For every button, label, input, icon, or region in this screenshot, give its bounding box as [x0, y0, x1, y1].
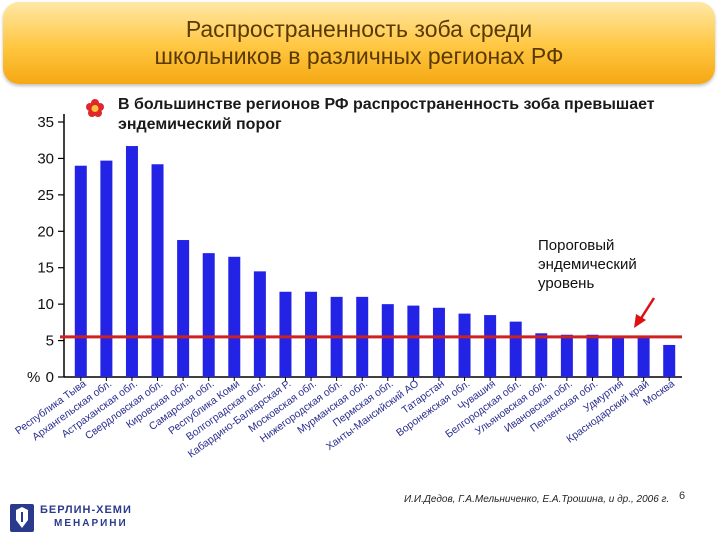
y-tick-label: 35	[37, 114, 54, 131]
bar	[100, 160, 113, 377]
bar	[637, 336, 650, 377]
title-line-2: школьников в различных регионах РФ	[154, 43, 564, 69]
bar	[74, 165, 87, 377]
y-tick-label: 30	[37, 150, 54, 167]
threshold-arrow-shaft	[638, 297, 656, 321]
bar	[305, 291, 318, 377]
bar	[177, 240, 190, 377]
page-number: 6	[679, 490, 686, 502]
y-tick-label: 5	[46, 333, 54, 350]
source-citation: И.И.Дедов, Г.А.Мельниченко, Е.А.Трошина,…	[404, 494, 670, 505]
bar	[202, 253, 215, 377]
y-tick-label: 25	[37, 187, 54, 204]
legend-line-2: эндемический	[538, 256, 637, 273]
y-tick-label: 20	[37, 223, 54, 240]
bar	[279, 291, 292, 377]
bar	[612, 336, 625, 377]
bar	[151, 164, 164, 377]
bar	[458, 313, 471, 377]
bar	[663, 344, 676, 377]
logo-text-line-1: БЕРЛИН-ХЕМИ	[40, 504, 132, 516]
title-banner: Распространенность зоба среди школьников…	[3, 2, 715, 84]
y-axis-label: %	[27, 369, 40, 386]
bar	[586, 334, 599, 377]
bar	[253, 271, 266, 377]
bar	[228, 256, 241, 377]
y-tick-label: 10	[37, 296, 54, 313]
y-tick-label: 0	[46, 369, 54, 386]
bar	[125, 146, 138, 377]
logo-text-line-2: МЕНАРИНИ	[54, 518, 128, 529]
threshold-legend: Пороговый эндемический уровень	[534, 234, 641, 295]
bar	[484, 315, 497, 377]
bar	[432, 307, 445, 377]
bar	[407, 305, 420, 377]
chart-subtitle: В большинстве регионов РФ распространенн…	[118, 96, 655, 133]
bar	[535, 333, 548, 377]
page-title: Распространенность зоба среди школьников…	[3, 16, 715, 70]
bar	[560, 334, 573, 377]
legend-line-1: Пороговый	[538, 237, 615, 254]
title-line-1: Распространенность зоба среди	[185, 16, 533, 42]
legend-line-3: уровень	[538, 275, 595, 292]
y-tick-label: 15	[37, 260, 54, 277]
flower-bullet-icon	[86, 99, 104, 117]
threshold-arrow-head-icon	[634, 314, 646, 328]
berlin-chemie-logo: БЕРЛИН-ХЕМИ МЕНАРИНИ	[10, 500, 140, 538]
logo-mark-icon	[10, 504, 34, 532]
bar	[509, 321, 522, 377]
bar	[381, 304, 394, 377]
